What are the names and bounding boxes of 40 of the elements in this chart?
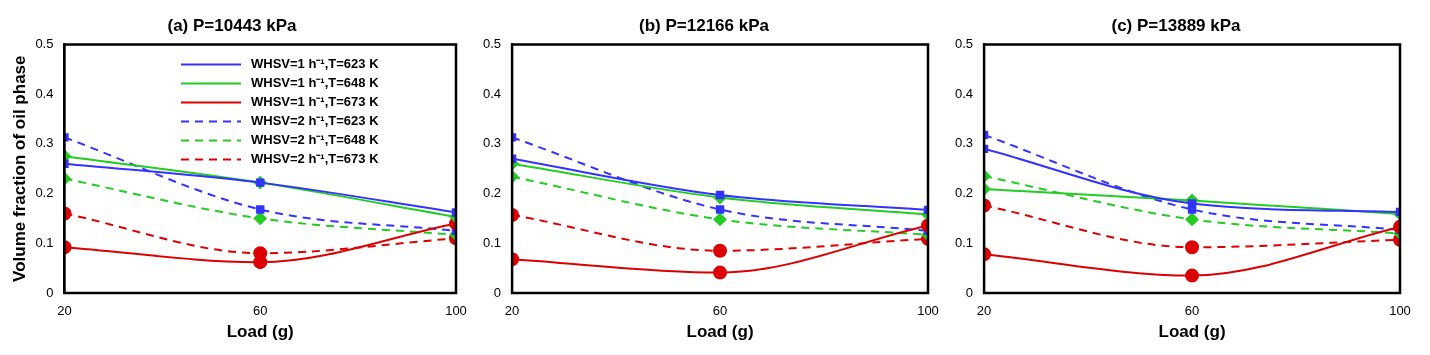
legend-label: WHSV=1 h⁻¹,T=648 K: [251, 74, 380, 90]
y-tick-label: 0.4: [954, 85, 974, 101]
x-axis-title: Load (g): [1158, 322, 1226, 342]
x-tick-label: 20: [976, 303, 992, 319]
x-tick-label: 100: [1389, 303, 1411, 319]
y-axis-title: Volume fraction of oil phase: [9, 55, 29, 282]
x-tick-label: 20: [57, 303, 72, 319]
chart-title: (c) P=13889 kPa: [1111, 15, 1242, 35]
legend-label: WHSV=2 h⁻¹,T=673 K: [251, 150, 380, 166]
y-tick-label: 0.1: [35, 234, 54, 250]
y-tick-label: 0: [46, 284, 54, 300]
x-tick-label: 20: [504, 303, 520, 319]
legend-label: WHSV=1 h⁻¹,T=623 K: [251, 55, 380, 71]
y-tick-label: 0.2: [482, 185, 502, 201]
y-tick-label: 0.3: [35, 135, 54, 151]
y-tick-label: 0: [493, 284, 502, 300]
y-tick-label: 0.3: [482, 135, 502, 151]
y-tick-label: 0.2: [954, 185, 974, 201]
x-tick-label: 100: [445, 303, 467, 319]
chart-title: (b) P=12166 kPa: [639, 15, 770, 35]
y-tick-label: 0.1: [954, 234, 974, 250]
legend-label: WHSV=1 h⁻¹,T=673 K: [251, 93, 380, 109]
y-tick-label: 0.3: [954, 135, 974, 151]
y-tick-label: 0.2: [35, 185, 54, 201]
x-tick-label: 100: [917, 303, 939, 319]
y-tick-label: 0.4: [482, 85, 502, 101]
legend-label: WHSV=2 h⁻¹,T=648 K: [251, 131, 380, 147]
chart-title: (a) P=10443 kPa: [167, 15, 298, 35]
y-tick-label: 0.5: [954, 35, 974, 51]
y-tick-label: 0.4: [35, 85, 54, 101]
x-axis-title: Load (g): [226, 322, 294, 342]
x-tick-label: 60: [1184, 303, 1200, 319]
x-tick-label: 60: [253, 303, 268, 319]
y-tick-label: 0: [965, 284, 974, 300]
y-tick-label: 0.5: [35, 35, 54, 51]
y-tick-label: 0.5: [482, 35, 502, 51]
legend-label: WHSV=2 h⁻¹,T=623 K: [251, 112, 380, 128]
y-tick-label: 0.1: [482, 234, 502, 250]
x-tick-label: 60: [712, 303, 728, 319]
x-axis-title: Load (g): [686, 322, 754, 342]
